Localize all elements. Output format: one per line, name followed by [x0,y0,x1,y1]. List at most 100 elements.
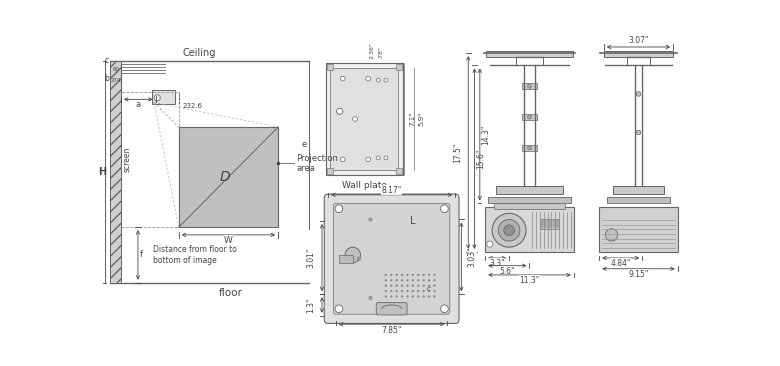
Circle shape [406,290,409,292]
Text: 15.6": 15.6" [476,149,485,169]
Bar [496,186,563,194]
Circle shape [337,108,342,115]
Circle shape [384,78,388,82]
Circle shape [406,284,409,287]
Circle shape [345,247,360,262]
Text: b: b [104,74,109,83]
Circle shape [401,284,403,287]
Bar [554,224,558,227]
Circle shape [353,117,357,121]
Circle shape [423,274,425,276]
Text: 11.3": 11.3" [519,276,540,285]
Bar [179,127,278,227]
Text: 232.6: 232.6 [183,102,203,109]
Circle shape [385,284,387,287]
Bar [326,63,402,175]
Bar [339,255,353,262]
Text: 7.1": 7.1" [409,112,415,126]
Circle shape [369,218,372,221]
Circle shape [395,274,398,276]
Text: screen: screen [122,147,132,172]
Circle shape [390,290,392,292]
Circle shape [428,279,430,281]
Circle shape [498,220,519,241]
Bar [331,68,399,170]
Circle shape [366,157,370,162]
Circle shape [366,76,370,81]
Bar [488,197,571,203]
Text: 8.17": 8.17" [381,186,402,195]
Text: floor: floor [218,288,243,298]
Circle shape [417,290,420,292]
Circle shape [401,295,403,298]
Circle shape [406,279,409,281]
Circle shape [335,305,342,313]
Circle shape [401,279,403,281]
Circle shape [527,146,531,150]
Text: .78": .78" [379,46,384,59]
Circle shape [504,225,515,236]
Text: D: D [219,170,230,184]
Circle shape [369,296,372,299]
Circle shape [385,290,387,292]
Circle shape [154,95,160,101]
Circle shape [340,76,345,81]
Text: e: e [301,140,307,149]
Text: L: L [410,216,416,226]
Bar [541,224,546,227]
Text: 17.5": 17.5" [453,142,462,163]
Bar [494,203,566,209]
Circle shape [412,290,414,292]
Circle shape [636,130,640,135]
Circle shape [423,295,425,298]
Bar [485,207,574,252]
Text: 14.3": 14.3" [481,124,491,145]
Text: Ceiling: Ceiling [183,48,216,58]
Bar [110,61,121,283]
Bar [548,220,552,223]
Text: f: f [140,250,144,259]
Circle shape [433,295,435,298]
Circle shape [335,205,342,213]
Text: 5.9": 5.9" [418,112,424,126]
FancyBboxPatch shape [334,203,450,314]
Text: 3.01": 3.01" [307,247,316,268]
Circle shape [417,274,420,276]
Text: 4.84": 4.84" [611,259,631,268]
Text: 2.36": 2.36" [370,42,374,59]
Circle shape [401,290,403,292]
Bar [554,220,558,223]
Circle shape [395,290,398,292]
Circle shape [441,305,448,313]
Bar [327,64,333,70]
FancyBboxPatch shape [324,194,459,324]
Circle shape [428,274,430,276]
FancyBboxPatch shape [376,303,407,315]
Circle shape [340,157,345,162]
Text: c: c [427,286,431,292]
Bar [522,114,537,120]
Circle shape [605,229,618,241]
Text: a: a [136,100,141,109]
Circle shape [428,295,430,298]
Text: c: c [105,56,108,66]
Circle shape [395,295,398,298]
Circle shape [406,274,409,276]
Text: 3.3": 3.3" [489,259,505,268]
Circle shape [376,156,380,160]
Circle shape [433,290,435,292]
Circle shape [433,274,435,276]
Text: 7.85": 7.85" [381,326,402,335]
Bar [613,186,664,194]
Bar [607,197,670,203]
Circle shape [390,274,392,276]
Bar [396,64,402,70]
Circle shape [412,295,414,298]
Circle shape [357,257,360,260]
Circle shape [527,115,531,119]
Text: Wall plate: Wall plate [342,181,387,190]
Circle shape [417,279,420,281]
Circle shape [433,279,435,281]
Bar [522,83,537,89]
Bar [541,220,546,223]
